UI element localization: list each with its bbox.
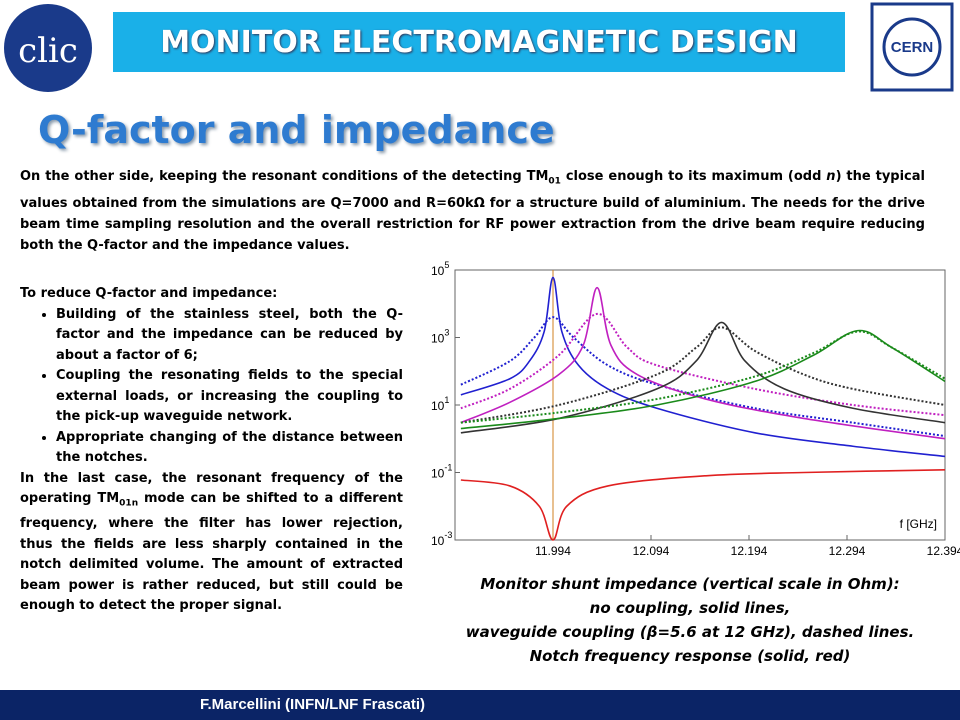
y-tick-label: 105 (431, 260, 449, 278)
curve (460, 469, 946, 541)
subscript: 01 (548, 176, 561, 187)
italic: n (826, 169, 836, 184)
footer-text: F.Marcellini (INFN/LNF Frascati) (200, 696, 426, 713)
y-tick-label: 103 (431, 328, 449, 346)
bullet: Appropriate changing of the distance bet… (56, 428, 403, 469)
text: close enough to its maximum (odd (560, 169, 827, 184)
text: mode can be shifted to a different frequ… (20, 491, 403, 614)
y-tick-label: 10-3 (431, 530, 452, 548)
x-axis-label: f [GHz] (900, 517, 937, 531)
caption-line: no coupling, solid lines, (589, 599, 791, 617)
subscript: 01n (119, 498, 139, 509)
x-tick-label: 12.194 (731, 544, 768, 558)
caption-line: Monitor shunt impedance (vertical scale … (480, 575, 900, 593)
tick-exponent: 1 (444, 395, 449, 405)
cern-logo: CERN (870, 2, 954, 92)
caption: Monitor shunt impedance (vertical scale … (430, 572, 950, 668)
left-column: To reduce Q-factor and impedance: Buildi… (20, 284, 403, 617)
tick-base: 10 (431, 399, 445, 413)
x-tick-label: 12.094 (633, 544, 670, 558)
curve (460, 286, 946, 440)
tick-exponent: 5 (444, 260, 449, 270)
tick-base: 10 (431, 467, 445, 481)
bullet-list: Building of the stainless steel, both th… (20, 305, 403, 469)
heading: Q-factor and impedance (38, 108, 555, 152)
curve (460, 326, 946, 424)
text: On the other side, keeping the resonant … (20, 169, 549, 184)
text: In the last case, the resonant frequency… (20, 470, 403, 507)
curve (460, 312, 946, 417)
y-tick-label: 10-1 (431, 463, 452, 481)
intro-paragraph: On the other side, keeping the resonant … (20, 166, 925, 256)
clic-logo: clic (4, 4, 92, 92)
bullet: Coupling the resonating fields to the sp… (56, 366, 403, 428)
bullet: Building of the stainless steel, both th… (56, 305, 403, 367)
tick-base: 10 (431, 332, 445, 346)
x-tick-label: 12.294 (829, 544, 866, 558)
logo-ring (882, 17, 942, 77)
y-tick-label: 101 (431, 395, 449, 413)
curve (460, 321, 946, 434)
tick-exponent: -1 (444, 463, 452, 473)
tick-exponent: -3 (444, 530, 452, 540)
logo-text: CERN (891, 39, 934, 56)
curve (460, 316, 946, 438)
tick-base: 10 (431, 264, 445, 278)
lead: To reduce Q-factor and impedance: (20, 286, 278, 301)
x-tick-label: 11.994 (535, 544, 571, 558)
caption-line: waveguide coupling (β=5.6 at 12 GHz), da… (465, 623, 915, 641)
plot-frame (454, 269, 946, 541)
text: ) the typical values obtained from the s… (20, 169, 925, 253)
title-banner: MONITOR ELECTROMAGNETIC DESIGN (113, 12, 845, 72)
closing: In the last case, the resonant frequency… (20, 469, 403, 617)
logo-text: clic (18, 31, 78, 71)
tick-exponent: 3 (444, 328, 449, 338)
logo-disc (4, 4, 92, 92)
caption-line: Notch frequency response (solid, red) (529, 647, 851, 665)
tick-base: 10 (431, 534, 445, 548)
curve (460, 276, 946, 458)
title: MONITOR ELECTROMAGNETIC DESIGN (160, 24, 798, 60)
x-tick-label: 12.394 (927, 544, 960, 558)
footer: F.Marcellini (INFN/LNF Frascati) (0, 690, 960, 720)
